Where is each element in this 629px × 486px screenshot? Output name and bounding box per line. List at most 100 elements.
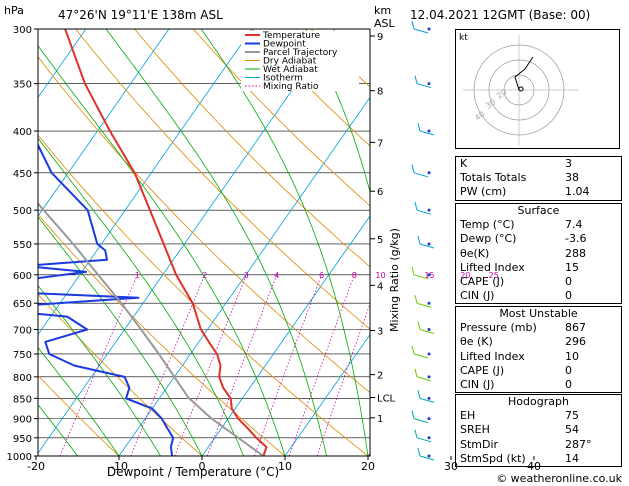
pressure-tick-label: 800 bbox=[13, 373, 32, 384]
wet-adiabat bbox=[38, 404, 78, 456]
wet-adiabat bbox=[105, 29, 327, 456]
wind-barb bbox=[413, 418, 429, 424]
dry-adiabat bbox=[38, 213, 286, 456]
wind-barb bbox=[413, 353, 429, 359]
mixing-ratio-label: 1 bbox=[135, 271, 140, 280]
km-tick-label: 1 bbox=[377, 414, 383, 425]
mixing-ratio-line bbox=[130, 274, 206, 456]
hodograph-unit: kt bbox=[459, 33, 468, 43]
km-tick-label: 9 bbox=[377, 32, 383, 43]
index-row: PW (cm) 1.04 bbox=[456, 185, 621, 199]
surface-value: 15 bbox=[565, 260, 579, 274]
most-unstable-row: Lifted Index 10 bbox=[456, 350, 621, 364]
wind-barb-flag bbox=[414, 429, 418, 438]
legend-entry: Dry Adiabat bbox=[263, 57, 317, 67]
km-tick-label: 8 bbox=[377, 87, 383, 98]
wind-barb-dot bbox=[427, 301, 431, 305]
pressure-tick-label: 300 bbox=[13, 25, 32, 36]
wind-barb-dot bbox=[427, 328, 431, 332]
most-unstable-row: θe (K) 296 bbox=[456, 335, 621, 349]
legend-entry: Dewpoint bbox=[263, 40, 306, 50]
mixing-ratio-label: 20 bbox=[460, 271, 470, 280]
isotherm bbox=[118, 96, 370, 456]
wet-adiabat bbox=[405, 29, 451, 456]
mixing-ratio-line bbox=[254, 274, 322, 456]
profiles bbox=[38, 29, 268, 456]
most-unstable-label: CAPE (J) bbox=[460, 363, 505, 377]
index-row: Totals Totals 38 bbox=[456, 171, 621, 185]
mixing-ratio-label: 8 bbox=[352, 271, 357, 280]
hodograph-stat-row: StmSpd (kt) 14 bbox=[456, 452, 621, 466]
legend-entry: Isotherm bbox=[263, 74, 303, 84]
copyright: © weatheronline.co.uk bbox=[496, 472, 622, 485]
hodograph-stat-label: StmSpd (kt) bbox=[460, 451, 526, 465]
surface-value: 7.4 bbox=[565, 218, 583, 232]
x-axis-label: Dewpoint / Temperature (°C) bbox=[107, 465, 279, 479]
isotherm bbox=[284, 333, 370, 456]
most-unstable-value: 10 bbox=[565, 349, 579, 363]
legend-entry: Wet Adiabat bbox=[263, 65, 318, 75]
wind-barb bbox=[416, 83, 432, 89]
wind-barb-dot bbox=[427, 129, 431, 133]
hodograph-stat-row: StmDir 287° bbox=[456, 438, 621, 452]
legend-entry: Mixing Ratio bbox=[263, 82, 319, 92]
index-value: 3 bbox=[565, 157, 572, 170]
temperature-tick-label: -20 bbox=[27, 460, 45, 473]
isotherm bbox=[0, 29, 3, 456]
dry-adiabat bbox=[75, 29, 370, 330]
dry-adiabat bbox=[38, 374, 120, 456]
pressure-tick-label: 950 bbox=[13, 434, 32, 445]
km-tick-label: 2 bbox=[377, 371, 383, 382]
dry-adiabat bbox=[38, 56, 370, 394]
surface-label: θe(K) bbox=[460, 246, 490, 260]
legend-entry: Parcel Trajectory bbox=[263, 48, 338, 58]
wind-barb-flag bbox=[414, 202, 418, 211]
wind-barb bbox=[413, 274, 429, 280]
hodograph-storm-motion bbox=[518, 86, 524, 92]
wind-barb bbox=[413, 172, 429, 178]
wind-barb-flag bbox=[411, 410, 415, 419]
wind-barb bbox=[413, 28, 429, 34]
wind-barb bbox=[416, 302, 432, 308]
wind-barb-dot bbox=[427, 82, 431, 86]
pressure-tick-label: 550 bbox=[13, 240, 32, 251]
mixing-ratio-label: 10 bbox=[375, 271, 385, 280]
pressure-tick-label: 750 bbox=[13, 350, 32, 361]
wind-barb-dot bbox=[427, 352, 431, 356]
hodograph-line bbox=[514, 56, 534, 91]
km-tick-label: LCL bbox=[377, 394, 396, 405]
wind-barb-dot bbox=[427, 417, 431, 421]
temperature-tick-label: -10 bbox=[110, 460, 128, 473]
most-unstable-row: Pressure (mb) 867 bbox=[456, 321, 621, 335]
wind-barb-dot bbox=[427, 273, 431, 277]
index-value: 1.04 bbox=[565, 185, 590, 199]
mixing-ratio-line bbox=[174, 274, 247, 456]
wind-barb bbox=[419, 397, 435, 403]
hodograph-stat-value: 14 bbox=[565, 451, 579, 465]
hodograph-stat-row: EH 75 bbox=[456, 409, 621, 423]
wind-barb-dot bbox=[427, 208, 431, 212]
surface-table: Surface Temp (°C) 7.4 Dewp (°C) -3.6 θe(K) 28… bbox=[455, 203, 622, 305]
temperature-tick-label: 20 bbox=[361, 460, 375, 473]
hodograph-stat-row: SREH 54 bbox=[456, 423, 621, 437]
km-tick-label: 7 bbox=[377, 138, 383, 149]
wind-barb-flag bbox=[417, 390, 421, 399]
pressure-tick-label: 400 bbox=[13, 127, 32, 138]
most-unstable-value: 0 bbox=[565, 363, 572, 377]
temperature-tick-label: 10 bbox=[278, 460, 292, 473]
wind-barb bbox=[419, 243, 435, 249]
wind-barb bbox=[419, 130, 435, 136]
most-unstable-row: CAPE (J) 0 bbox=[456, 364, 621, 378]
hodograph-stat-value: 287° bbox=[565, 437, 592, 451]
pressure-tick-label: 350 bbox=[13, 80, 32, 91]
wet-adiabat bbox=[38, 216, 203, 456]
surface-label: Dewp (°C) bbox=[460, 232, 517, 246]
datetime-title: 12.04.2021 12GMT (Base: 00) bbox=[410, 8, 590, 22]
wind-barb-dot bbox=[427, 375, 431, 379]
temperature-tick-label: 30 bbox=[444, 460, 458, 473]
pressure-tick-label: 1000 bbox=[7, 452, 32, 463]
background-lines bbox=[0, 29, 451, 456]
wind-barb-flag bbox=[411, 20, 415, 30]
